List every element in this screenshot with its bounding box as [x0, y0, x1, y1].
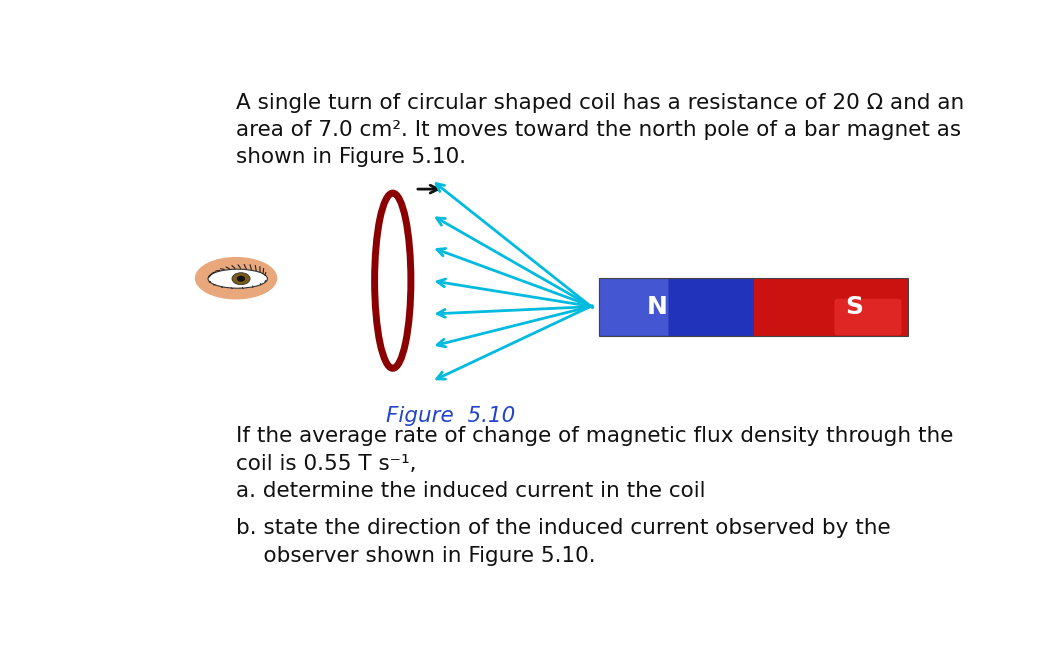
Ellipse shape — [195, 257, 278, 300]
Text: b. state the direction of the induced current observed by the
    observer shown: b. state the direction of the induced cu… — [236, 519, 891, 566]
Text: If the average rate of change of magnetic flux density through the
coil is 0.55 : If the average rate of change of magneti… — [236, 426, 953, 474]
Text: N: N — [647, 295, 668, 319]
Text: Figure  5.10: Figure 5.10 — [386, 406, 515, 426]
Ellipse shape — [232, 273, 250, 285]
FancyBboxPatch shape — [834, 299, 901, 335]
Text: S: S — [845, 295, 863, 319]
Bar — [599, 278, 908, 336]
Ellipse shape — [237, 276, 245, 281]
Text: A single turn of circular shaped coil has a resistance of 20 Ω and an
area of 7.: A single turn of circular shaped coil ha… — [236, 93, 964, 168]
Text: a. determine the induced current in the coil: a. determine the induced current in the … — [236, 481, 705, 501]
Bar — [753, 278, 908, 336]
FancyBboxPatch shape — [599, 278, 668, 336]
Bar — [599, 278, 753, 336]
Ellipse shape — [209, 269, 267, 288]
